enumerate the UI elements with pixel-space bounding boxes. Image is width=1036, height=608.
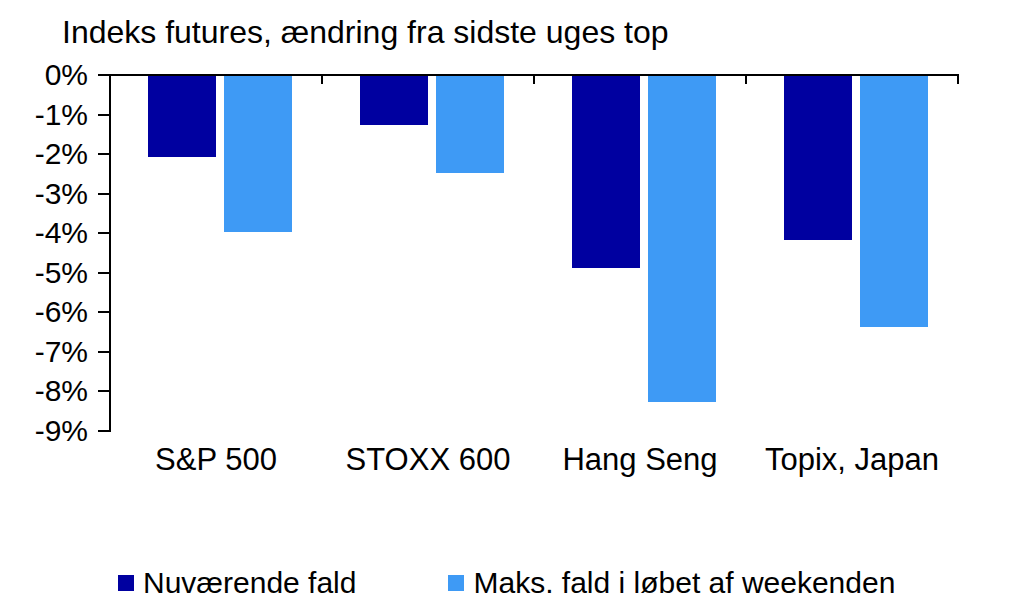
bar-max-weekend-fall: [860, 76, 928, 327]
y-axis-label: -8%: [0, 373, 88, 409]
x-category-label: S&P 500: [110, 442, 322, 478]
x-category-label: Hang Seng: [534, 442, 746, 478]
y-axis-label: -3%: [0, 176, 88, 212]
x-category-label: STOXX 600: [322, 442, 534, 478]
category-divider-tick: [745, 74, 747, 84]
y-axis-tick: [98, 311, 110, 313]
y-axis-tick: [98, 351, 110, 353]
legend-label: Maks. fald i løbet af weekenden: [473, 566, 895, 600]
chart-title: Indeks futures, ændring fra sidste uges …: [62, 14, 669, 51]
bar-max-weekend-fall: [224, 76, 292, 232]
y-axis-tick: [98, 430, 110, 432]
y-axis-label: -9%: [0, 413, 88, 449]
bar-current-fall: [360, 76, 428, 125]
y-axis-label: -1%: [0, 97, 88, 133]
y-axis-label: -5%: [0, 255, 88, 291]
legend-item: Maks. fald i løbet af weekenden: [448, 566, 895, 600]
category-divider-tick: [533, 74, 535, 84]
x-category-label: Topix, Japan: [746, 442, 958, 478]
y-axis-tick: [98, 74, 110, 76]
y-axis-label: 0%: [0, 57, 88, 93]
category-divider-tick: [957, 74, 959, 84]
chart-canvas: Indeks futures, ændring fra sidste uges …: [0, 0, 1036, 608]
y-axis-label: -6%: [0, 294, 88, 330]
y-axis-tick: [98, 153, 110, 155]
legend-swatch-current-fall: [118, 575, 134, 591]
bar-current-fall: [572, 76, 640, 268]
y-axis-tick: [98, 272, 110, 274]
legend-label: Nuværende fald: [143, 566, 356, 600]
bar-current-fall: [784, 76, 852, 240]
legend: Nuværende fald Maks. fald i løbet af week…: [118, 566, 895, 600]
category-divider-tick: [321, 74, 323, 84]
y-axis-tick: [98, 114, 110, 116]
bar-current-fall: [148, 76, 216, 157]
bar-max-weekend-fall: [648, 76, 716, 402]
y-axis-tick: [98, 232, 110, 234]
bar-max-weekend-fall: [436, 76, 504, 173]
y-axis-label: -4%: [0, 215, 88, 251]
y-axis-line: [109, 74, 111, 432]
y-axis-label: -7%: [0, 334, 88, 370]
legend-item: Nuværende fald: [118, 566, 356, 600]
y-axis-tick: [98, 390, 110, 392]
y-axis-label: -2%: [0, 136, 88, 172]
legend-swatch-max-weekend-fall: [448, 575, 464, 591]
y-axis-tick: [98, 193, 110, 195]
